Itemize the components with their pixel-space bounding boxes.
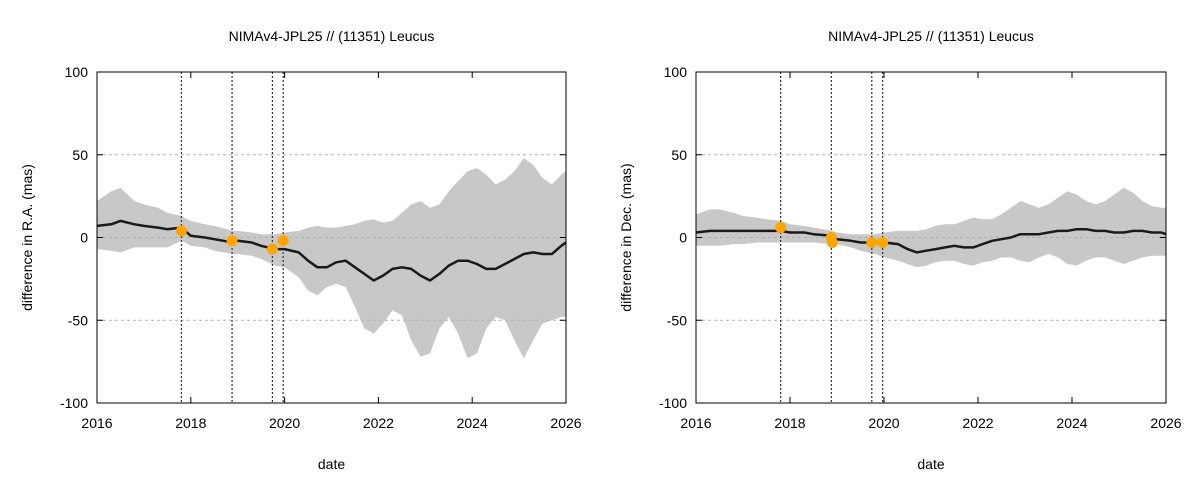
y-tick-label: 50 (671, 147, 687, 163)
observation-point (175, 225, 187, 237)
y-tick-label: -50 (667, 312, 687, 328)
plot-area: -100 -50 0 50 100 2016 2018 2020 2022 2024 2026 (60, 64, 582, 431)
x-tick-label: 2018 (175, 415, 206, 431)
observation-point (266, 243, 278, 255)
chart-panel-ra: -100 -50 0 50 100 2016 2018 2020 2022 2024 2026 NI… (19, 28, 582, 472)
y-axis-label: difference in R.A. (mas) (19, 164, 35, 311)
uncertainty-band (696, 187, 1166, 268)
plot-area: -100 -50 0 50 100 2016 2018 2020 2022 2024 2026 (659, 64, 1182, 431)
x-tick-label: 2020 (269, 415, 300, 431)
x-axis-label: date (318, 456, 345, 472)
x-tick-label: 2018 (774, 415, 805, 431)
x-axis-label: date (917, 456, 944, 472)
x-tick-label: 2022 (962, 415, 993, 431)
observation-point (877, 236, 889, 248)
x-tick-label: 2024 (1056, 415, 1087, 431)
y-axis-label: difference in Dec. (mas) (618, 163, 634, 311)
y-tick-label: 0 (80, 230, 88, 246)
observation-point (226, 235, 238, 247)
chart-panel-dec: -100 -50 0 50 100 2016 2018 2020 2022 2024 2026 NI… (618, 28, 1182, 472)
x-tick-label: 2020 (868, 415, 899, 431)
chart-title: NIMAv4-JPL25 // (11351) Leucus (828, 28, 1034, 44)
y-tick-label: -100 (659, 395, 687, 411)
uncertainty-band (97, 158, 566, 359)
y-tick-label: 50 (72, 147, 88, 163)
x-tick-label: 2026 (1150, 415, 1181, 431)
x-tick-label: 2026 (550, 415, 581, 431)
chart-title: NIMAv4-JPL25 // (11351) Leucus (229, 28, 435, 44)
observation-point (866, 236, 878, 248)
y-tick-label: 100 (664, 64, 688, 80)
x-tick-label: 2016 (680, 415, 711, 431)
y-tick-label: 0 (679, 230, 687, 246)
difference-line (96, 219, 567, 282)
difference-line (695, 227, 1167, 254)
observation-point (277, 235, 289, 247)
y-tick-label: -50 (68, 312, 88, 328)
x-tick-label: 2022 (363, 415, 394, 431)
y-tick-label: -100 (60, 395, 88, 411)
x-tick-label: 2016 (81, 415, 112, 431)
y-tick-label: 100 (65, 64, 89, 80)
x-tick-label: 2024 (457, 415, 488, 431)
observation-point (826, 236, 838, 248)
observation-point (775, 222, 787, 234)
